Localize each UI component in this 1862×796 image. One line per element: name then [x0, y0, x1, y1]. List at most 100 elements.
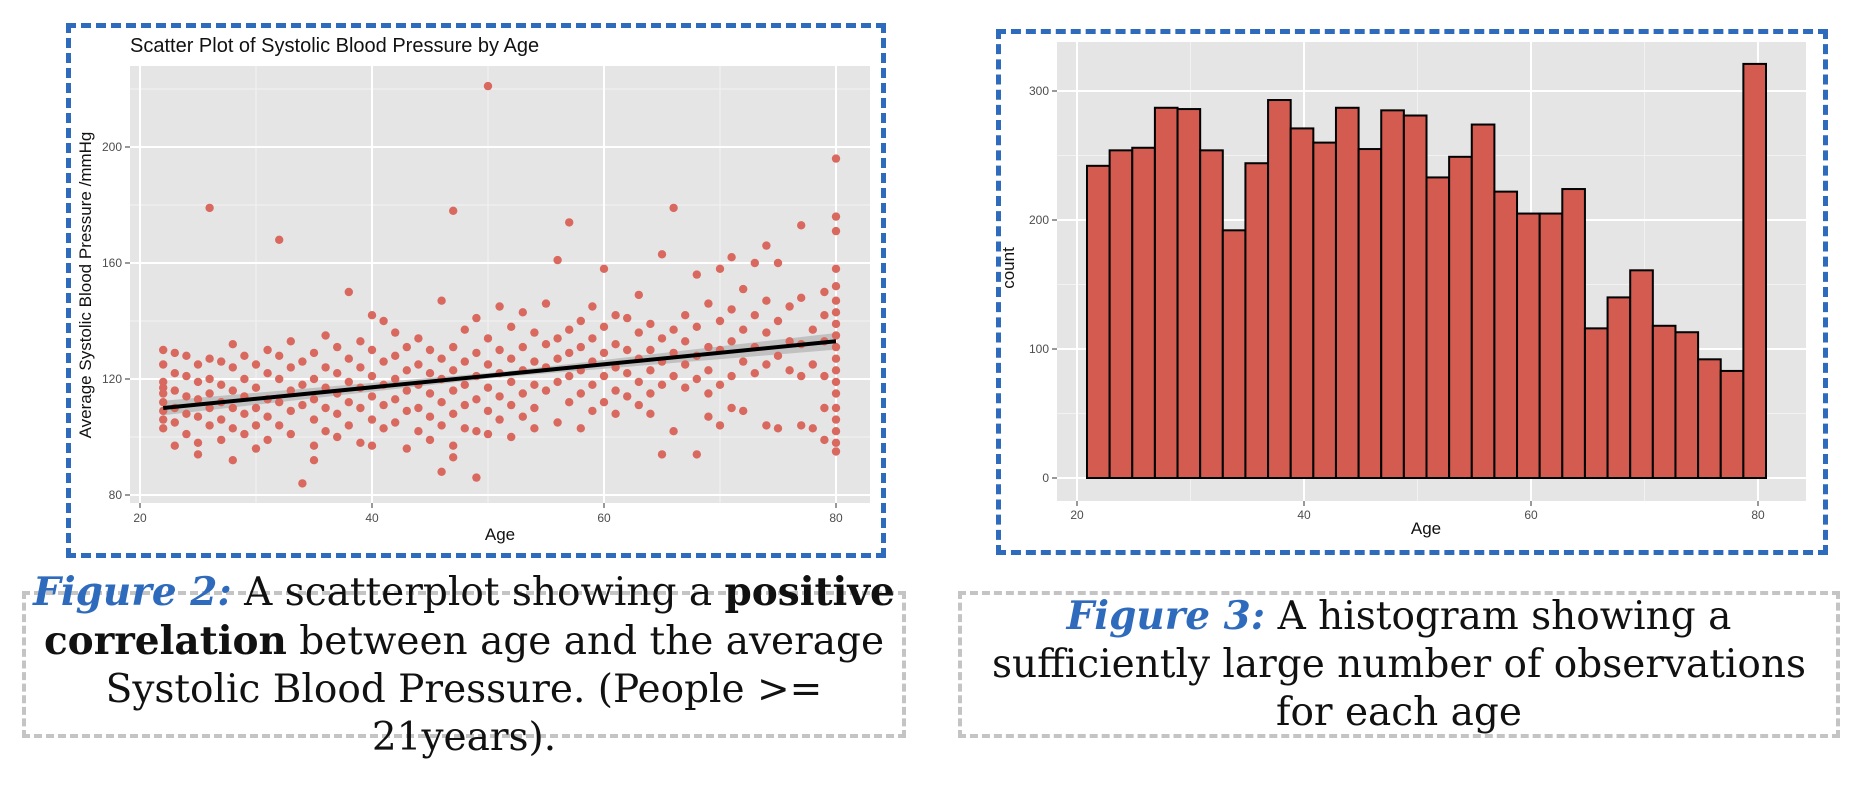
scatter-point: [367, 415, 377, 424]
scatter-point: [727, 371, 736, 381]
scatter-point: [831, 438, 841, 447]
scatter-point: [715, 264, 725, 273]
scatter-point: [588, 406, 597, 416]
scatter-point: [472, 313, 481, 323]
scatter-point: [599, 398, 609, 407]
scatter-point: [727, 403, 736, 413]
scatter-point: [495, 345, 504, 355]
scatter-point: [831, 377, 841, 387]
scatter-point: [321, 403, 330, 413]
scatter-point: [425, 369, 435, 378]
scatter-point: [518, 389, 527, 398]
figure-3-label: Figure 3:: [1066, 593, 1266, 639]
scatter-point: [344, 377, 353, 387]
scatter-point: [460, 357, 469, 366]
scatter-point: [576, 316, 585, 326]
scatter-point: [762, 241, 771, 250]
scatter-point: [275, 235, 284, 244]
scatter-point: [344, 398, 353, 407]
scatter-axis-ticks: 20 40 60 80 80 120 160 200: [102, 140, 843, 525]
scatter-point: [704, 412, 713, 421]
scatter-point: [727, 337, 736, 346]
scatter-point: [159, 383, 168, 392]
scatter-point: [797, 293, 806, 302]
scatter-point: [565, 348, 574, 358]
scatter-point: [170, 441, 179, 450]
scatter-point: [402, 444, 411, 453]
scatter-point: [681, 360, 690, 369]
scatter-point: [251, 444, 261, 453]
scatter-point: [669, 348, 678, 358]
scatter-point: [333, 342, 342, 352]
scatter-point: [425, 345, 435, 355]
scatter-point: [483, 383, 493, 392]
scatter-point: [193, 360, 203, 369]
scatter-point: [669, 203, 678, 213]
scatter-point: [565, 398, 574, 407]
scatter-point: [576, 389, 585, 398]
scatter-point: [298, 400, 307, 410]
scatter-point: [159, 345, 168, 355]
scatter-point: [449, 206, 458, 215]
scatter-plot-panel: [130, 66, 870, 503]
scatter-point: [309, 441, 319, 450]
scatter-point: [367, 441, 377, 450]
scatter-point: [217, 415, 226, 424]
scatter-point: [298, 357, 307, 366]
scatter-point: [205, 203, 214, 213]
scatter-point: [541, 340, 551, 349]
scatter-point: [228, 340, 237, 349]
scatter-point: [820, 311, 829, 320]
scatter-point: [217, 357, 226, 366]
scatter-point: [275, 421, 284, 430]
scatter-point: [611, 409, 620, 418]
scatter-point: [495, 392, 504, 401]
scatter-point: [402, 342, 411, 352]
scatter-point: [599, 264, 609, 273]
scatter-y-tick-label: 160: [102, 256, 122, 270]
scatter-point: [762, 296, 771, 305]
scatter-point: [518, 308, 527, 317]
scatter-point: [333, 432, 342, 442]
scatter-point: [553, 377, 562, 387]
scatter-point: [309, 395, 319, 404]
scatter-point: [356, 337, 365, 346]
scatter-point: [831, 354, 841, 363]
scatter-point: [309, 456, 319, 465]
figure-2-caption-part-b: between age and the average Systolic Blo…: [105, 618, 885, 760]
scatter-point: [460, 325, 469, 334]
scatter-point: [762, 328, 771, 337]
scatter-point: [263, 369, 272, 378]
scatter-point: [565, 218, 574, 227]
scatter-point: [820, 287, 829, 297]
scatter-point: [460, 380, 469, 389]
scatter-point: [739, 325, 748, 334]
scatter-point: [681, 311, 690, 320]
scatter-point: [367, 392, 377, 401]
scatter-point: [379, 316, 388, 326]
scatter-point: [773, 258, 783, 268]
scatter-point: [472, 427, 481, 436]
scatter-point: [657, 450, 667, 459]
scatter-point: [831, 331, 841, 340]
scatter-point: [391, 351, 400, 360]
scatter-point: [808, 360, 817, 369]
scatter-point: [205, 403, 214, 413]
scatter-point: [425, 435, 435, 445]
scatter-point: [391, 418, 400, 427]
scatter-point: [611, 386, 620, 395]
scatter-point: [263, 435, 272, 445]
scatter-point: [344, 421, 353, 430]
scatter-point: [414, 427, 423, 436]
scatter-point: [193, 395, 203, 404]
scatter-point: [646, 366, 655, 375]
scatter-point: [553, 255, 562, 265]
scatter-point: [553, 354, 562, 363]
scatter-point: [808, 325, 817, 334]
scatter-point: [437, 398, 446, 407]
scatter-point: [333, 369, 342, 378]
scatter-point: [704, 299, 713, 308]
scatter-y-tick-label: 200: [102, 140, 122, 154]
scatter-figure-frame: [66, 23, 886, 558]
scatter-point: [402, 406, 411, 416]
